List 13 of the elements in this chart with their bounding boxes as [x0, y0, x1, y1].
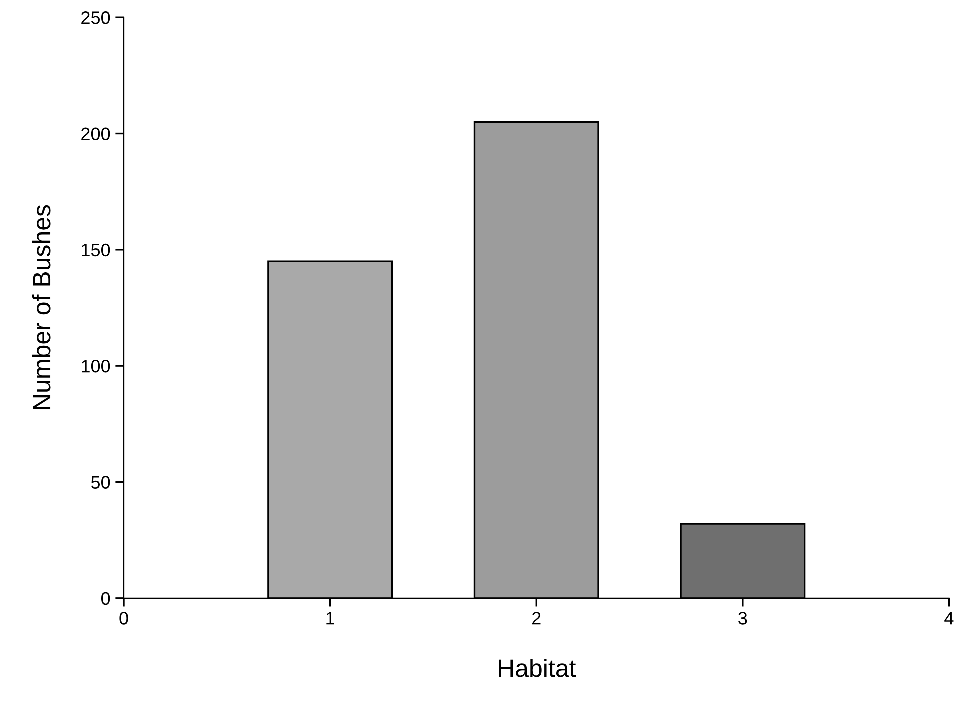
- x-axis-title: Habitat: [499, 658, 576, 678]
- x-tick-label: 0: [120, 612, 128, 625]
- y-tick-label: 150: [82, 244, 110, 257]
- y-tick-label: 50: [91, 476, 110, 489]
- y-tick-label: 200: [82, 128, 110, 140]
- y-axis-title: Number of Bushes: [32, 205, 51, 410]
- x-tick-label: 3: [738, 612, 748, 625]
- y-tick-label: 0: [101, 592, 110, 606]
- x-tick-label: 4: [944, 612, 954, 625]
- y-tick-label: 100: [82, 360, 110, 373]
- y-tick-label: 250: [82, 12, 110, 24]
- x-tick-label: 2: [532, 612, 541, 625]
- x-tick-label: 1: [326, 612, 334, 625]
